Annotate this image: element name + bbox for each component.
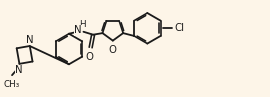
Text: N: N	[74, 25, 82, 35]
Text: Cl: Cl	[174, 23, 184, 33]
Text: N: N	[26, 35, 34, 45]
Text: O: O	[86, 52, 94, 62]
Text: O: O	[109, 45, 117, 55]
Text: H: H	[79, 20, 86, 29]
Text: N: N	[15, 65, 23, 75]
Text: CH₃: CH₃	[4, 80, 20, 89]
